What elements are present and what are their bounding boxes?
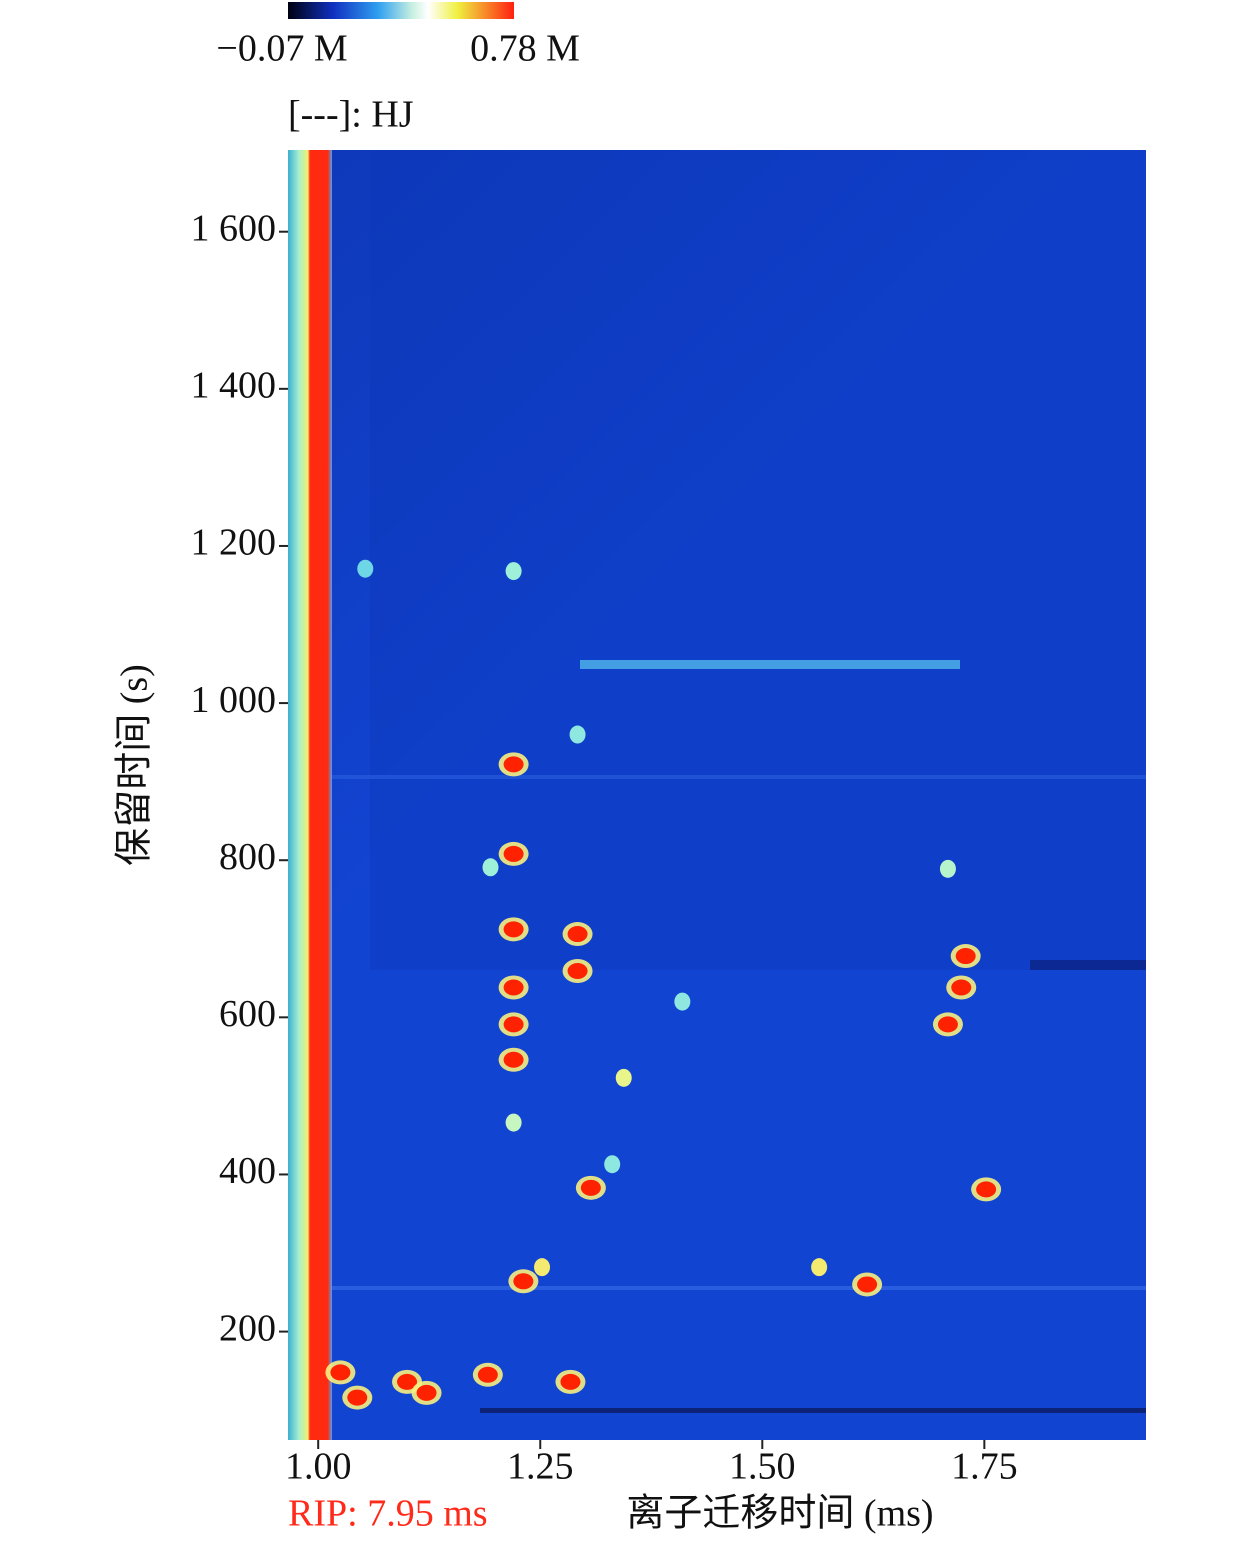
streak — [330, 1286, 1146, 1290]
peak — [674, 992, 691, 1011]
plot-shade — [370, 150, 1146, 970]
peak — [503, 979, 524, 996]
y-axis-label: 保留时间 (s) — [114, 664, 156, 866]
peak — [503, 921, 524, 938]
rip-band — [288, 150, 332, 1440]
streak — [480, 1408, 1146, 1413]
peak — [347, 1389, 368, 1406]
peak — [567, 962, 588, 979]
plot-area — [288, 150, 1146, 1440]
peak — [416, 1384, 437, 1401]
streak — [580, 660, 960, 669]
peak — [951, 979, 972, 996]
peak — [482, 858, 499, 877]
peak — [330, 1364, 351, 1381]
peak — [955, 948, 976, 965]
streak — [1030, 960, 1146, 970]
streak — [330, 775, 1146, 779]
peak — [397, 1373, 418, 1390]
x-axis-label: 离子迁移时间 (ms) — [626, 1493, 933, 1535]
y-tick-label: 800 — [219, 836, 276, 878]
peak — [513, 1273, 534, 1290]
peak — [357, 559, 374, 578]
x-tick-label: 1.00 — [285, 1446, 352, 1488]
x-tick-label: 1.25 — [507, 1446, 574, 1488]
legend: [---]: HJ — [288, 94, 414, 136]
colorbar — [288, 2, 514, 19]
peak — [976, 1181, 997, 1198]
y-tick-label: 1 200 — [191, 522, 277, 564]
peak — [811, 1258, 828, 1277]
peak — [567, 926, 588, 943]
peak — [615, 1068, 632, 1087]
y-tick-label: 400 — [219, 1150, 276, 1192]
peak — [503, 1051, 524, 1068]
peak — [857, 1276, 878, 1293]
peak — [604, 1155, 621, 1174]
y-tick-label: 1 400 — [191, 365, 277, 407]
peak — [580, 1179, 601, 1196]
colorbar-max-label: 0.78 M — [470, 28, 580, 70]
peak — [569, 725, 586, 744]
peak — [505, 1113, 522, 1132]
y-tick-label: 600 — [219, 993, 276, 1035]
peak — [560, 1373, 581, 1390]
peak — [503, 1016, 524, 1033]
y-tick-label: 1 000 — [191, 679, 277, 721]
peak — [503, 845, 524, 862]
y-tick-label: 200 — [219, 1307, 276, 1349]
colorbar-min-label: −0.07 M — [216, 28, 347, 70]
annotation: RIP: 7.95 ms — [288, 1493, 488, 1535]
peak — [503, 756, 524, 773]
peak — [937, 1016, 958, 1033]
x-tick-label: 1.50 — [729, 1446, 796, 1488]
peak — [939, 859, 956, 878]
plot-shade — [288, 150, 1146, 980]
peak — [477, 1366, 498, 1383]
x-tick-label: 1.75 — [951, 1446, 1018, 1488]
y-tick-label: 1 600 — [191, 207, 277, 249]
peak — [534, 1258, 551, 1277]
peak — [505, 562, 522, 581]
